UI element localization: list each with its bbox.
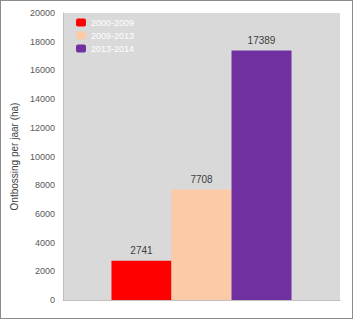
svg-text:2000: 2000 xyxy=(35,266,55,276)
svg-text:2000-2009: 2000-2009 xyxy=(91,18,134,28)
svg-text:Ontbossing per jaar (ha): Ontbossing per jaar (ha) xyxy=(9,103,20,211)
svg-text:14000: 14000 xyxy=(30,94,55,104)
svg-text:16000: 16000 xyxy=(30,65,55,75)
svg-text:4000: 4000 xyxy=(35,238,55,248)
svg-text:7708: 7708 xyxy=(190,174,213,185)
svg-text:6000: 6000 xyxy=(35,209,55,219)
svg-text:0: 0 xyxy=(50,295,55,305)
svg-text:2013-2014: 2013-2014 xyxy=(91,44,134,54)
svg-text:10000: 10000 xyxy=(30,152,55,162)
svg-text:8000: 8000 xyxy=(35,180,55,190)
svg-text:2009-2013: 2009-2013 xyxy=(91,31,134,41)
svg-text:12000: 12000 xyxy=(30,123,55,133)
svg-text:2741: 2741 xyxy=(130,245,153,256)
svg-text:20000: 20000 xyxy=(30,8,55,18)
svg-text:18000: 18000 xyxy=(30,37,55,47)
svg-text:17389: 17389 xyxy=(248,35,276,46)
